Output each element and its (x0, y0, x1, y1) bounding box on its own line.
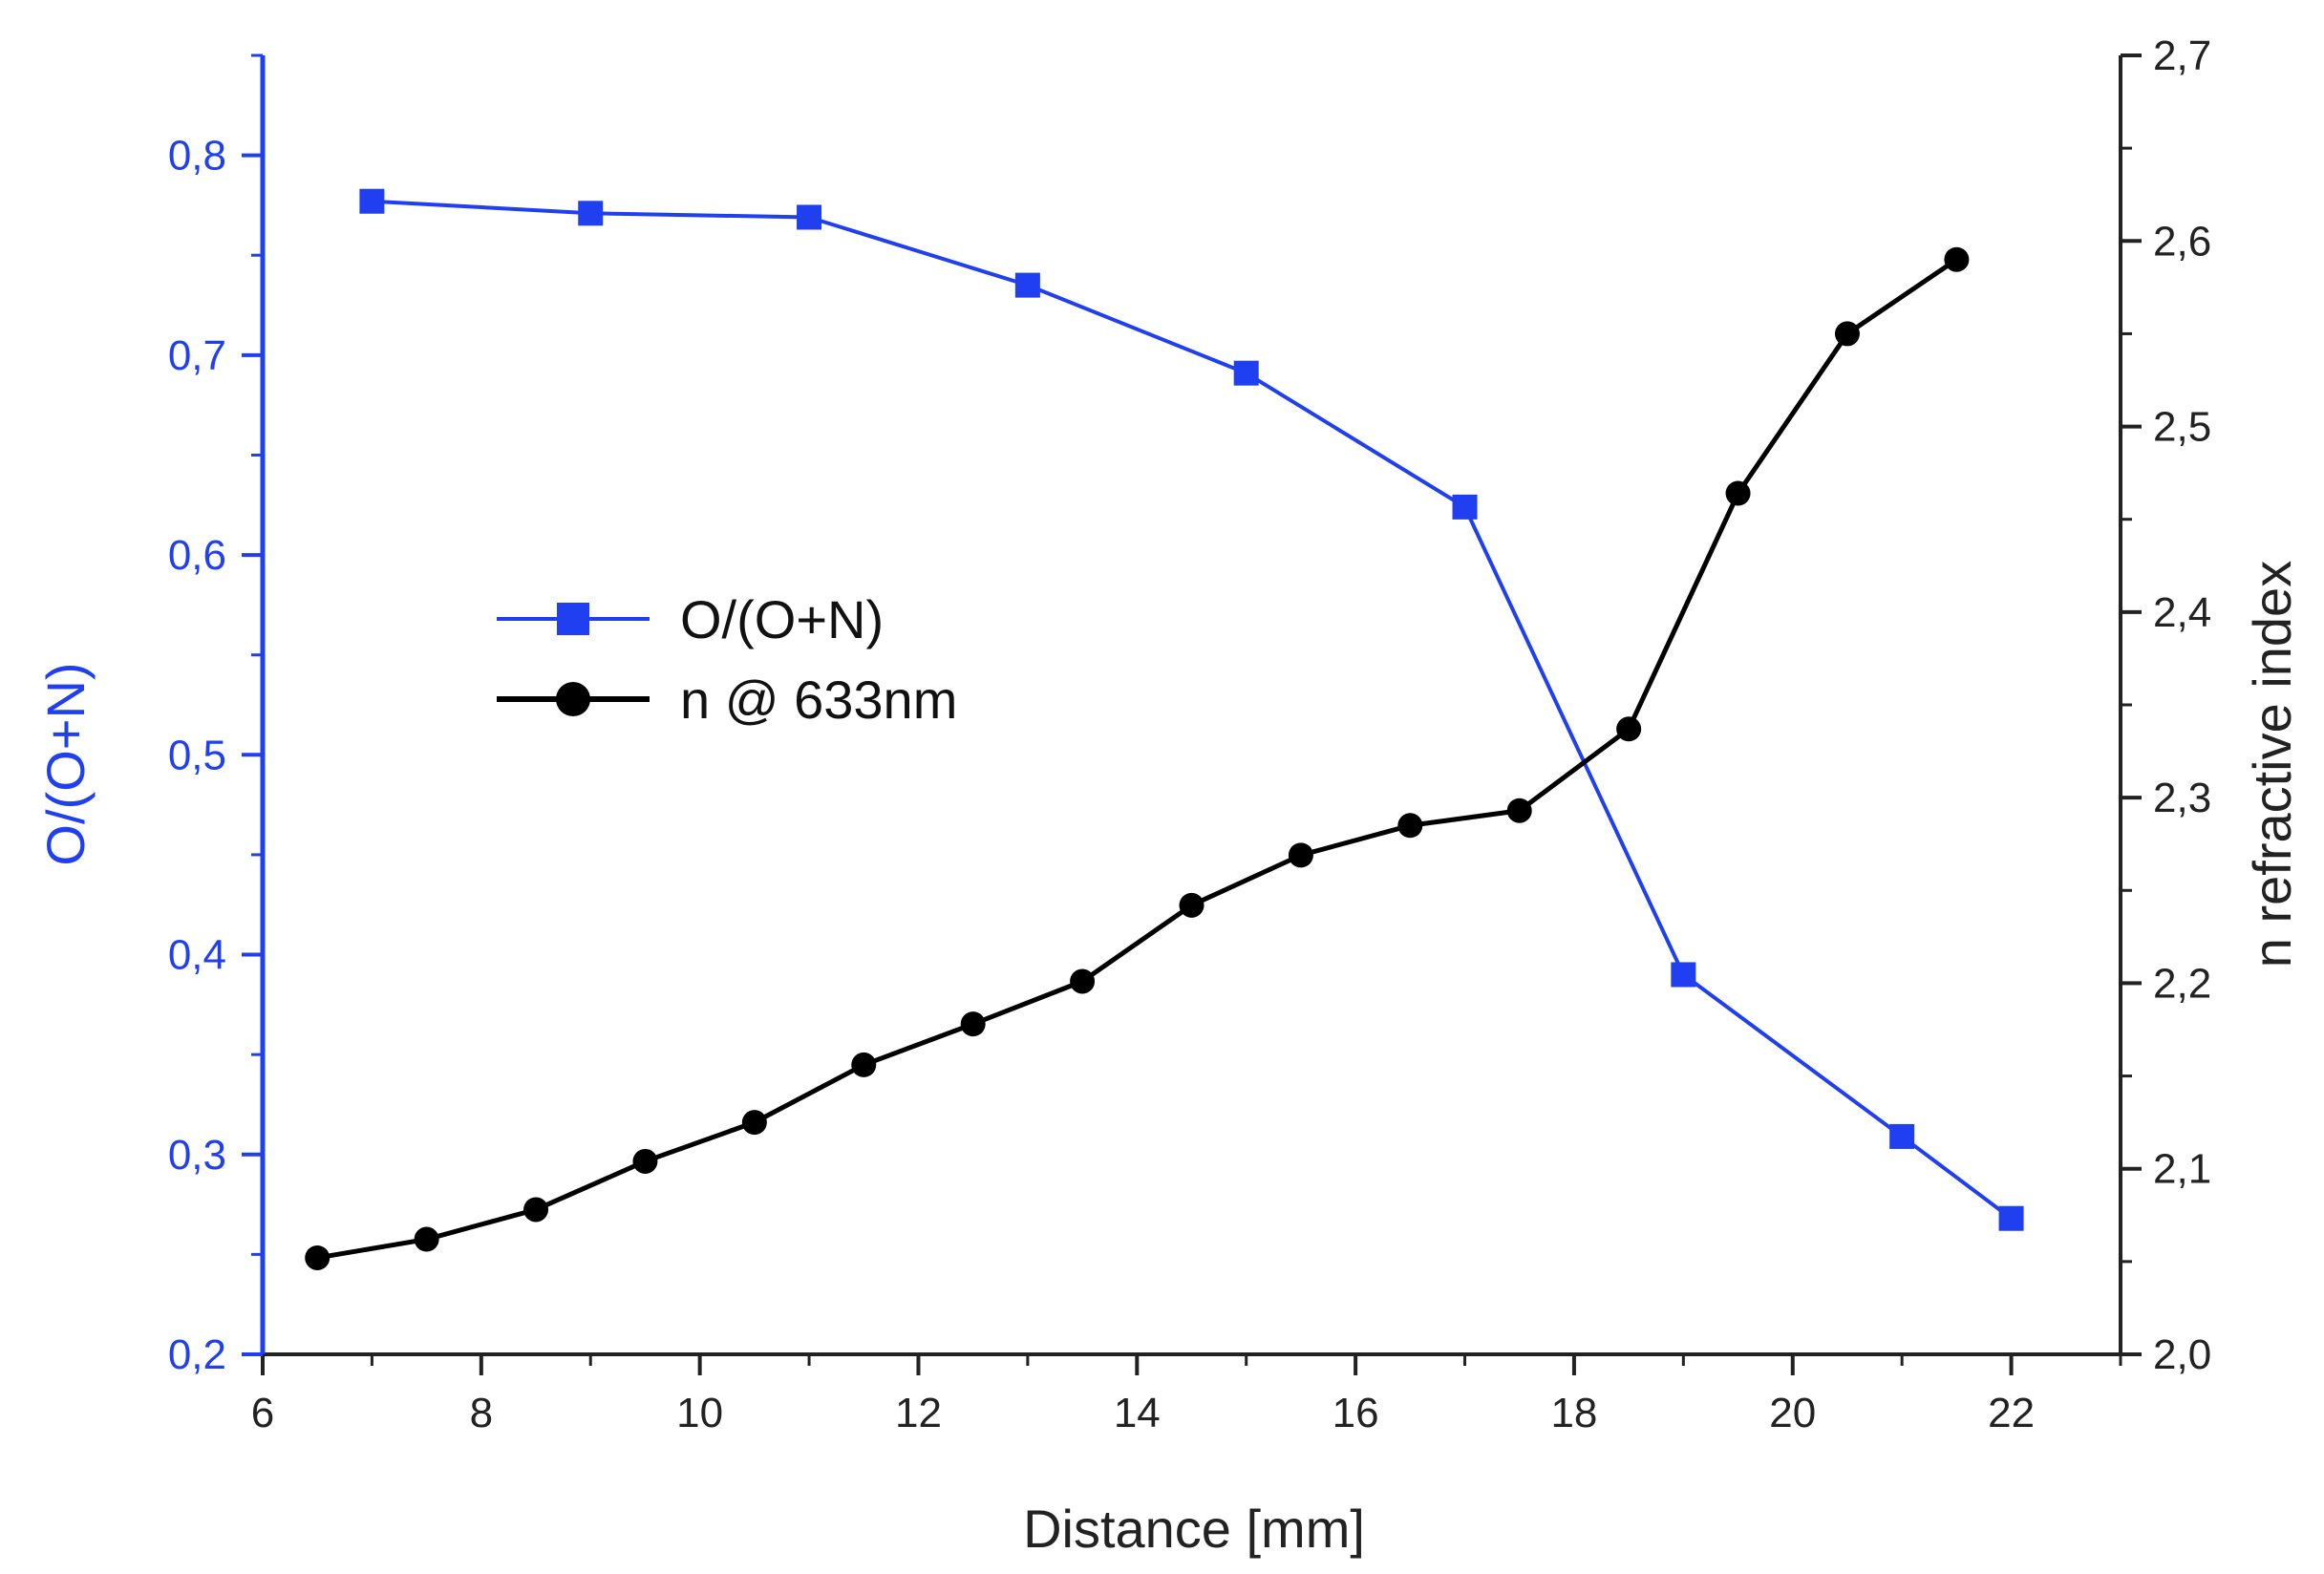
data-point-refractive-index (1506, 798, 1532, 823)
x-tick-label: 10 (676, 1390, 723, 1436)
data-point-refractive-index (1725, 480, 1751, 506)
data-point-refractive-index (1179, 892, 1205, 918)
series-line-refractive-index (316, 257, 1958, 1261)
data-point-refractive-index (1288, 842, 1313, 868)
data-point-oon (797, 204, 822, 230)
legend-marker-circle (556, 682, 590, 716)
y-left-tick-label: 0,8 (168, 133, 226, 180)
legend: O/(O+N) n @ 633nm (497, 589, 957, 730)
data-point-refractive-index (523, 1197, 549, 1223)
data-point-refractive-index (1944, 246, 1970, 272)
x-axis-title: Distance [mm] (1023, 1499, 1365, 1559)
x-tick-label: 6 (251, 1390, 274, 1436)
data-point-refractive-index (1070, 968, 1096, 994)
x-tick-label: 14 (1114, 1390, 1161, 1436)
series-layer (305, 188, 2024, 1270)
x-tick-label: 12 (895, 1390, 942, 1436)
x-tick-label: 16 (1333, 1390, 1379, 1436)
data-point-refractive-index (851, 1052, 877, 1077)
series-line-oon (372, 199, 2013, 1221)
data-point-oon (1014, 272, 1040, 298)
legend-label-refractive-index: n @ 633nm (680, 670, 957, 730)
y-right-tick-label: 2,1 (2153, 1146, 2211, 1193)
legend-marker-square (557, 603, 589, 635)
axes: 6 8 10 12 14 16 18 20 22 0,2 0,3 0,4 0,5 0,6 0,7 0,8 2,0… (168, 32, 2211, 1436)
data-point-refractive-index (960, 1011, 986, 1037)
y-left-tick-label: 0,7 (168, 332, 226, 379)
data-point-refractive-index (632, 1148, 658, 1174)
x-tick-label: 20 (1769, 1390, 1816, 1436)
y-right-tick-label: 2,3 (2153, 775, 2211, 821)
y-left-tick-label: 0,5 (168, 732, 226, 778)
data-point-refractive-index (305, 1244, 330, 1270)
y-right-axis-title: n refractive index (2242, 561, 2302, 968)
x-tick-label: 18 (1550, 1390, 1597, 1436)
y-left-tick-label: 0,6 (168, 532, 226, 579)
data-point-oon (1233, 360, 1259, 386)
legend-label-oon: O/(O+N) (680, 589, 884, 649)
data-point-refractive-index (1397, 813, 1423, 839)
data-point-refractive-index (414, 1226, 439, 1252)
y-right-tick-label: 2,6 (2153, 218, 2211, 265)
y-left-tick-label: 0,4 (168, 932, 226, 979)
data-point-oon (1452, 494, 1478, 520)
y-right-tick-label: 2,7 (2153, 32, 2211, 79)
data-point-oon (1671, 962, 1696, 988)
data-point-oon (1889, 1123, 1915, 1149)
x-tick-label: 8 (470, 1390, 493, 1436)
data-point-refractive-index (1616, 716, 1642, 742)
y-right-tick-label: 2,2 (2153, 960, 2211, 1007)
data-point-oon (1998, 1205, 2024, 1231)
data-point-oon (578, 201, 604, 226)
y-left-tick-label: 0,3 (168, 1132, 226, 1179)
y-left-tick-label: 0,2 (168, 1331, 226, 1378)
data-point-oon (359, 188, 385, 214)
data-point-refractive-index (1834, 321, 1860, 347)
y-right-tick-label: 2,4 (2153, 589, 2211, 636)
data-point-refractive-index (741, 1110, 767, 1136)
y-right-tick-label: 2,0 (2153, 1331, 2211, 1378)
y-right-tick-label: 2,5 (2153, 404, 2211, 451)
x-tick-label: 22 (1988, 1390, 2035, 1436)
y-left-axis-title: O/(O+N) (35, 662, 96, 865)
